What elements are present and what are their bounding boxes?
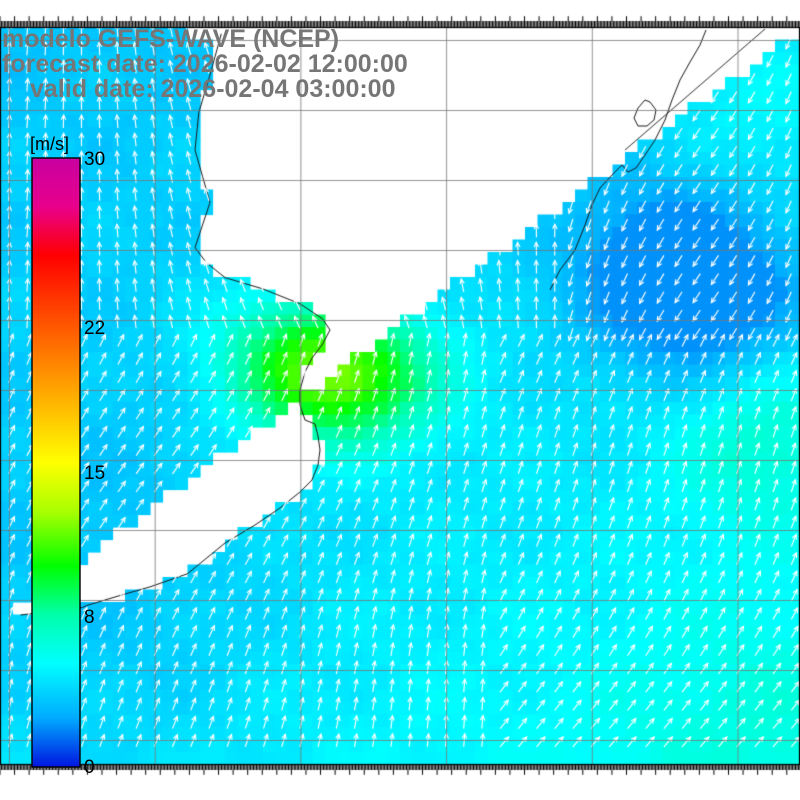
svg-text:8: 8 [84, 607, 95, 628]
svg-text:forecast date: 2026-02-02 12:0: forecast date: 2026-02-02 12:00:00 [2, 50, 408, 78]
svg-text:modelo GEFS-WAVE (NCEP): modelo GEFS-WAVE (NCEP) [2, 25, 339, 53]
svg-text:22: 22 [84, 318, 105, 339]
svg-text:0: 0 [84, 757, 95, 778]
svg-text:15: 15 [84, 463, 105, 484]
svg-text:30: 30 [84, 149, 105, 170]
svg-text:valid date: 2026-02-04 03:00:0: valid date: 2026-02-04 03:00:00 [30, 75, 396, 103]
svg-text:[m/s]: [m/s] [30, 134, 69, 154]
